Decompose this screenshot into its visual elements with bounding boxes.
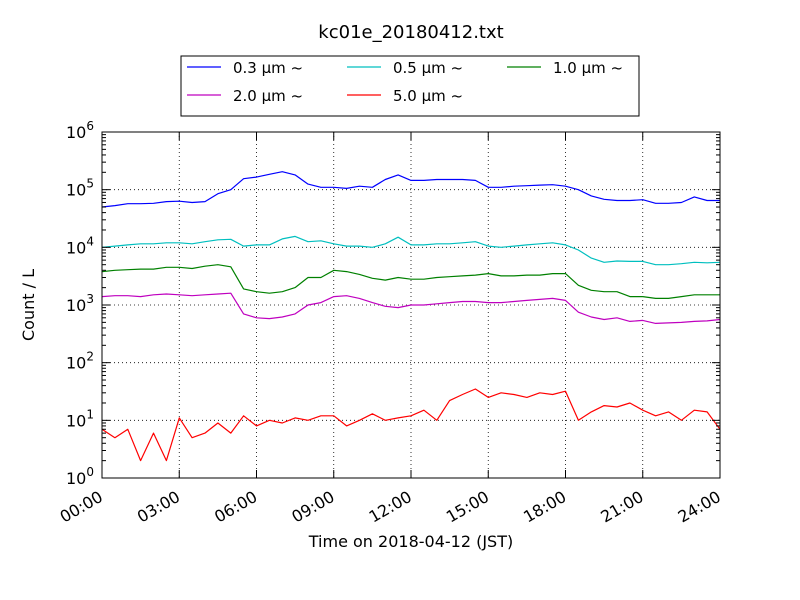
y-tick-exponent: 0 xyxy=(86,465,94,479)
y-axis-label: Count / L xyxy=(19,269,38,341)
x-tick-label: 18:00 xyxy=(520,487,569,527)
series-line-2 xyxy=(101,264,720,299)
y-tick-label: 102 xyxy=(66,350,94,373)
series-line-0 xyxy=(101,171,720,208)
y-tick-label: 104 xyxy=(66,234,94,257)
x-tick-label: 09:00 xyxy=(288,487,337,527)
y-tick-base: 10 xyxy=(66,354,86,373)
y-tick-label: 105 xyxy=(66,177,94,200)
x-tick-label: 06:00 xyxy=(211,487,260,527)
x-tick-label: 15:00 xyxy=(443,487,492,527)
y-tick-exponent: 3 xyxy=(86,292,94,306)
y-tick-base: 10 xyxy=(66,238,86,257)
y-tick-exponent: 4 xyxy=(86,234,94,248)
series-line-3 xyxy=(101,292,721,324)
legend-frame xyxy=(180,55,640,117)
legend-label-2: 1.0 μm ~ xyxy=(553,59,623,77)
y-tick-base: 10 xyxy=(66,411,86,430)
x-tick-label: 00:00 xyxy=(57,487,106,527)
y-tick-exponent: 2 xyxy=(86,350,94,364)
series-line-1 xyxy=(101,235,721,266)
x-tick-label: 12:00 xyxy=(366,487,415,527)
y-tick-label: 106 xyxy=(66,119,94,142)
y-tick-exponent: 6 xyxy=(86,119,94,133)
legend-label-0: 0.3 μm ~ xyxy=(233,59,303,77)
legend-label-4: 5.0 μm ~ xyxy=(393,87,463,105)
y-tick-label: 101 xyxy=(66,407,94,430)
legend-label-1: 0.5 μm ~ xyxy=(393,59,463,77)
y-tick-base: 10 xyxy=(66,469,86,488)
x-tick-label: 03:00 xyxy=(134,487,183,527)
x-tick-label: 24:00 xyxy=(675,487,724,527)
y-tick-exponent: 5 xyxy=(86,177,94,191)
legend-label-3: 2.0 μm ~ xyxy=(233,87,303,105)
plot-area xyxy=(101,171,721,462)
y-tick-exponent: 1 xyxy=(86,407,94,421)
y-tick-base: 10 xyxy=(66,123,86,142)
x-axis-label: Time on 2018-04-12 (JST) xyxy=(308,532,513,551)
y-tick-label: 100 xyxy=(66,465,94,488)
x-tick-label: 21:00 xyxy=(597,487,646,527)
y-tick-label: 103 xyxy=(66,292,94,315)
y-tick-base: 10 xyxy=(66,181,86,200)
legend: 0.3 μm ~ 0.5 μm ~ 1.0 μm ~ 2.0 μm ~ 5.0 μm ~ xyxy=(180,55,640,117)
chart-title: kc01e_20180412.txt xyxy=(318,22,503,43)
series-line-4 xyxy=(101,388,721,462)
y-tick-base: 10 xyxy=(66,296,86,315)
